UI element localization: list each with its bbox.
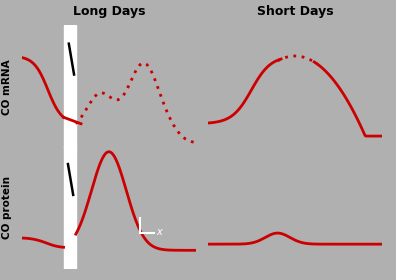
Text: Short Days: Short Days bbox=[257, 5, 333, 18]
Text: CO mRNA: CO mRNA bbox=[2, 59, 12, 115]
Text: CO protein: CO protein bbox=[2, 176, 12, 239]
Bar bbox=[64, 25, 76, 148]
Text: x: x bbox=[156, 227, 162, 237]
Text: Long Days: Long Days bbox=[72, 5, 145, 18]
Bar bbox=[64, 146, 76, 269]
